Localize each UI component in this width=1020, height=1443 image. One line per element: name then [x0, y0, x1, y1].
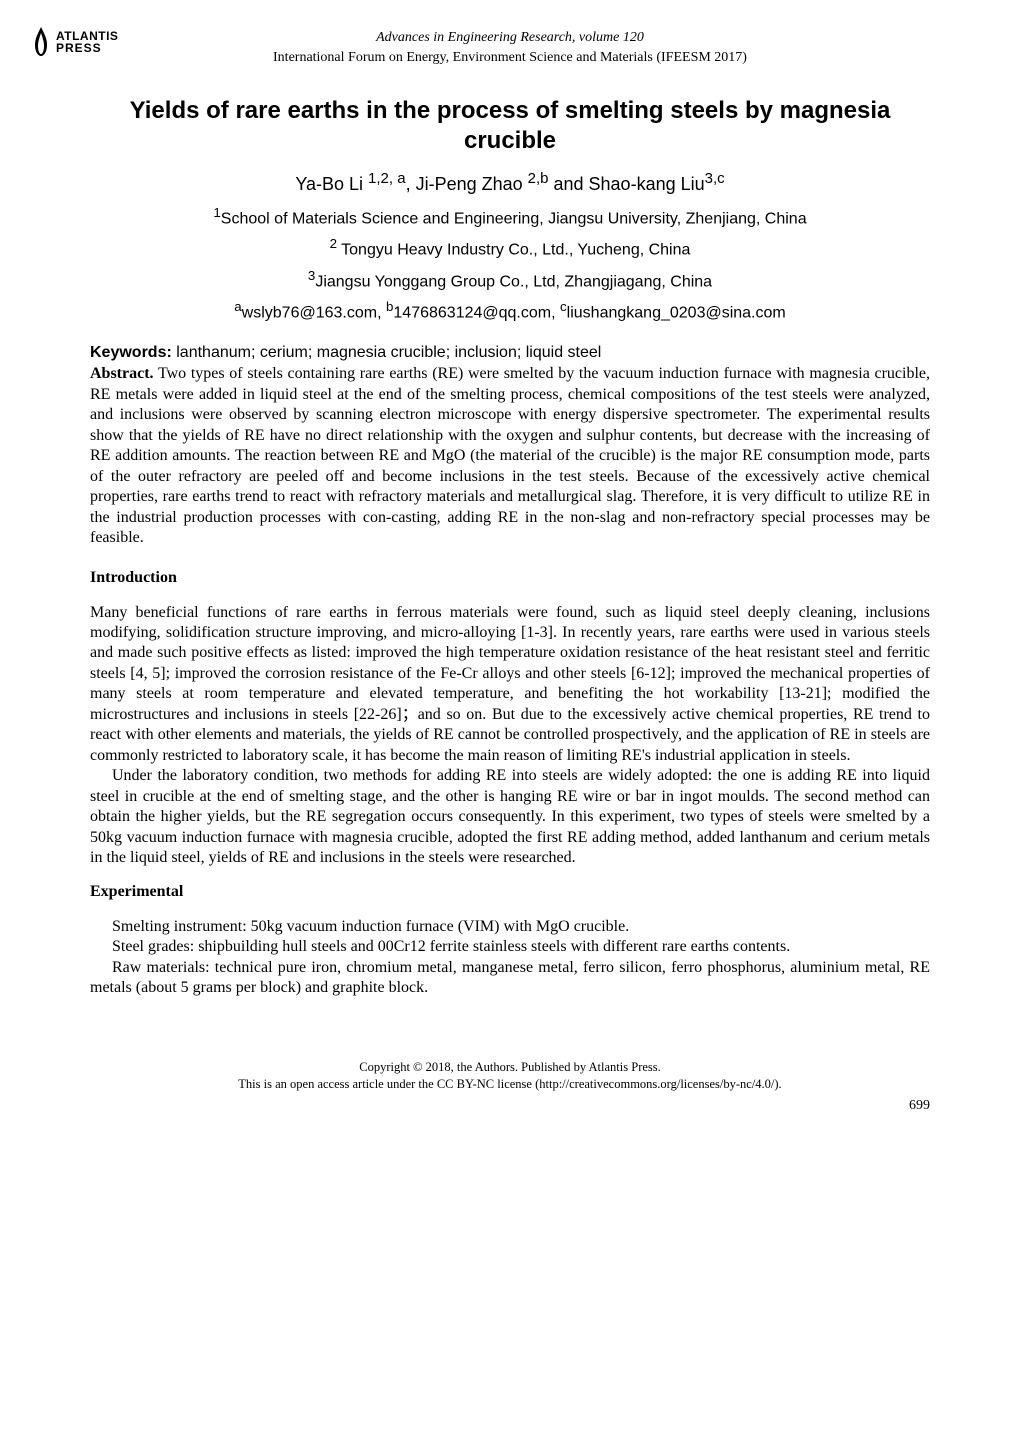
affiliation-2: 2 Tongyu Heavy Industry Co., Ltd., Yuche… [90, 236, 930, 259]
paper-title: Yields of rare earths in the process of … [90, 96, 930, 156]
page-number: 699 [909, 1098, 930, 1114]
conference-line: International Forum on Energy, Environme… [90, 50, 930, 66]
abstract-label: Abstract. [90, 365, 154, 382]
abstract-block: Abstract. Two types of steels containing… [90, 364, 930, 548]
publisher-logo-text: ATLANTIS PRESS [56, 30, 118, 54]
emails-line: awslyb76@163.com, b1476863124@qq.com, cl… [90, 299, 930, 322]
publisher-logo: ATLANTIS PRESS [30, 25, 118, 59]
exp-para-1: Smelting instrument: 50kg vacuum inducti… [90, 917, 930, 937]
keywords-label: Keywords: [90, 344, 172, 361]
section-heading-experimental: Experimental [90, 883, 930, 901]
footer-copyright: Copyright © 2018, the Authors. Published… [90, 1059, 930, 1077]
affiliation-3: 3Jiangsu Yonggang Group Co., Ltd, Zhangj… [90, 268, 930, 291]
series-line: Advances in Engineering Research, volume… [90, 30, 930, 46]
keywords-text: lanthanum; cerium; magnesia crucible; in… [172, 344, 602, 361]
footer-license: This is an open access article under the… [90, 1076, 930, 1094]
authors-line: Ya-Bo Li 1,2, a, Ji-Peng Zhao 2,b and Sh… [90, 170, 930, 195]
footer-block: Copyright © 2018, the Authors. Published… [90, 1059, 930, 1094]
exp-para-2: Steel grades: shipbuilding hull steels a… [90, 937, 930, 957]
intro-para-2: Under the laboratory condition, two meth… [90, 766, 930, 868]
abstract-text: Two types of steels containing rare eart… [90, 365, 930, 546]
intro-para-1: Many beneficial functions of rare earths… [90, 603, 930, 767]
section-heading-introduction: Introduction [90, 569, 930, 587]
exp-para-3: Raw materials: technical pure iron, chro… [90, 958, 930, 999]
atlantis-logo-icon [30, 25, 52, 59]
affiliation-1: 1School of Materials Science and Enginee… [90, 205, 930, 228]
page: ATLANTIS PRESS Advances in Engineering R… [0, 0, 1020, 1144]
publisher-logo-text-bottom: PRESS [56, 42, 118, 54]
keywords-line: Keywords: lanthanum; cerium; magnesia cr… [90, 344, 930, 362]
